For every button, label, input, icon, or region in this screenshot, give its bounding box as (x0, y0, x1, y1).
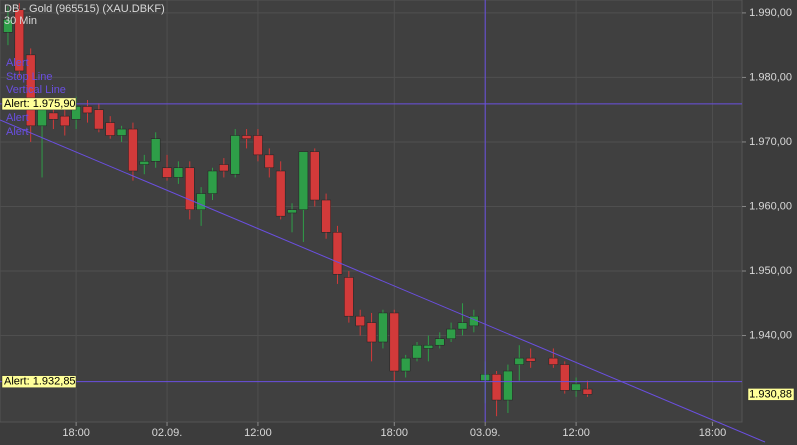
candle-body (355, 315, 365, 327)
trend-line (0, 119, 766, 443)
candle-body (173, 167, 184, 178)
candle-body (14, 9, 25, 72)
drawing-label: Stop Line (6, 71, 52, 83)
last-price-box (747, 388, 795, 401)
last-price-label: 1.930,88 (749, 388, 792, 400)
candle-body (230, 135, 240, 175)
y-tick-label: 1.990,00 (749, 7, 792, 19)
candle-body (3, 19, 13, 33)
candle-body (525, 357, 536, 362)
candle-body (105, 122, 115, 136)
candle-body (571, 383, 581, 391)
candle-body (514, 357, 525, 365)
candle-body (344, 277, 354, 317)
candle-body (139, 161, 150, 165)
candle-body (207, 170, 218, 194)
y-tick-label: 1.970,00 (749, 136, 792, 148)
alert-label: Alert: 1.932,85 (4, 376, 76, 388)
candle-body (37, 109, 47, 127)
alert-label: Alert: 1.975,90 (4, 98, 76, 110)
candle-body (253, 135, 263, 156)
x-tick-label: 18:00 (381, 427, 409, 439)
candle-body (128, 128, 138, 172)
candle-body (162, 167, 172, 178)
x-tick-label: 18:00 (699, 427, 727, 439)
candle-body (241, 135, 252, 139)
plot-area (0, 0, 743, 423)
alert-label-box (1, 97, 77, 111)
candle-body (423, 344, 434, 349)
alert-label-box (1, 375, 77, 388)
x-tick-label: 02.09. (152, 427, 183, 439)
candle-body (582, 388, 593, 395)
candle-body (378, 312, 388, 343)
drawing-label: Alert (6, 57, 29, 69)
candle-body (457, 322, 468, 330)
candle-body (412, 344, 422, 359)
x-tick-label: 12:00 (562, 427, 590, 439)
candle-body (559, 364, 570, 391)
candle-body (298, 151, 309, 210)
candle-body (332, 232, 343, 275)
candle-body (287, 209, 297, 214)
candle-body (389, 312, 400, 372)
drawing-label: Vertical Line (6, 84, 66, 96)
y-tick-label: 1.950,00 (749, 265, 792, 277)
candle-body (321, 199, 331, 233)
y-tick-label: 1.960,00 (749, 200, 792, 212)
x-tick-label: 12:00 (244, 427, 272, 439)
chart-title: DB - Gold (965515) (XAU.DBKF) (4, 3, 165, 15)
candle-body (366, 322, 377, 343)
candle-body (434, 338, 445, 346)
candle-body (548, 357, 559, 365)
candle-body (503, 370, 513, 401)
candle-body (94, 109, 104, 130)
candle-body (400, 357, 411, 372)
candle-body (48, 112, 59, 120)
x-tick-label: 03.09. (470, 427, 501, 439)
chart-subtitle: 30 Min (4, 15, 37, 27)
candle-body (264, 154, 275, 169)
candle-body (116, 128, 127, 136)
candle-body (196, 193, 206, 210)
candle-body (150, 138, 161, 162)
candle-body (275, 170, 286, 217)
candle-body (25, 54, 36, 127)
x-tick-label: 18:00 (62, 427, 90, 439)
y-tick-label: 1.940,00 (749, 329, 792, 341)
candle-body (185, 167, 195, 210)
candle-body (310, 151, 320, 201)
candle-body (82, 106, 93, 114)
candle-body (446, 328, 456, 340)
drawing-label: Alert (6, 126, 29, 138)
y-tick-label: 1.980,00 (749, 71, 792, 83)
candle-body (491, 374, 502, 401)
drawing-label: Alert (6, 112, 29, 124)
candle-body (60, 115, 70, 127)
candle-body (219, 164, 229, 172)
